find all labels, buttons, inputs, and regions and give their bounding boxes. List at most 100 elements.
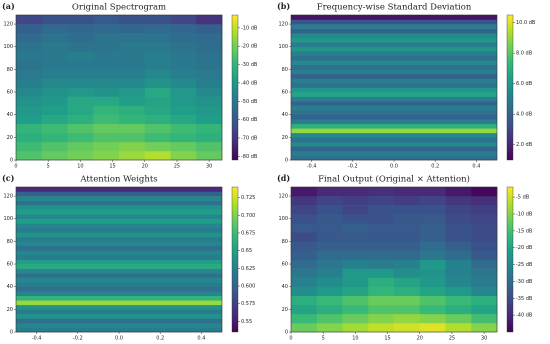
heat-band xyxy=(291,87,497,93)
heat-cell xyxy=(316,259,343,269)
heat-band xyxy=(291,92,497,97)
y-tick-label: 80 xyxy=(282,239,288,245)
heat-band xyxy=(16,245,222,251)
heat-cell xyxy=(196,60,223,70)
heat-cell xyxy=(368,241,395,251)
heat-cell xyxy=(471,214,498,224)
heat-band xyxy=(291,96,497,102)
heat-band xyxy=(16,268,222,274)
heat-cell xyxy=(368,304,395,315)
heat-band xyxy=(16,295,222,301)
heat-cell xyxy=(170,42,197,52)
heat-cell xyxy=(445,304,472,315)
heat-cell xyxy=(394,304,421,315)
x-tick-label: 10 xyxy=(352,336,358,342)
heat-cell xyxy=(16,114,43,125)
chart-title: Final Output (Original × Attention) xyxy=(318,174,470,185)
heat-cell xyxy=(419,205,446,215)
heat-cell xyxy=(196,123,223,134)
colorbar-tick-label: -10 dB xyxy=(241,25,258,31)
heat-cell xyxy=(93,60,120,70)
heat-cell xyxy=(342,295,369,306)
colorbar-tick-label: 8.0 dB xyxy=(516,51,533,57)
heat-cell xyxy=(93,141,120,152)
y-tick-label: 60 xyxy=(7,90,13,96)
heat-cell xyxy=(445,205,472,215)
heat-cell xyxy=(394,241,421,251)
heat-cell xyxy=(93,24,120,34)
heat-band xyxy=(16,236,222,242)
heat-cell xyxy=(41,141,68,152)
heat-cell xyxy=(119,78,146,88)
panel-label: (b) xyxy=(277,1,290,11)
heat-cell xyxy=(170,69,197,79)
colorbar-tick-label: -5 dB xyxy=(516,195,530,201)
colorbar-tick-label: -80 dB xyxy=(241,154,258,160)
x-tick-label: 0.2 xyxy=(431,164,439,170)
heat-band xyxy=(16,291,222,297)
heat-cell xyxy=(16,141,43,152)
heat-cell xyxy=(316,304,343,315)
chart-title: Frequency-wise Standard Deviation xyxy=(317,3,472,13)
heat-band xyxy=(291,114,497,120)
heat-cell xyxy=(291,304,318,315)
heat-band xyxy=(291,123,497,129)
heat-cell xyxy=(342,286,369,297)
colorbar-tick-label: 2.0 dB xyxy=(516,142,533,148)
heat-cell xyxy=(394,205,421,215)
heat-band xyxy=(16,214,222,220)
heat-cell xyxy=(196,141,223,152)
heat-cell xyxy=(316,268,343,278)
heat-cell xyxy=(368,187,395,197)
colorbar-tick-label: 0.65 xyxy=(241,248,252,254)
heat-cell xyxy=(316,286,343,297)
heat-cell xyxy=(394,286,421,297)
heat-cell xyxy=(419,223,446,233)
heat-cell xyxy=(368,277,395,287)
colorbar xyxy=(231,186,239,333)
heat-cell xyxy=(144,105,171,115)
heat-cell xyxy=(119,33,146,43)
x-tick-label: 0 xyxy=(289,336,292,342)
x-tick-label: 25 xyxy=(174,164,180,170)
y-tick-label: 60 xyxy=(282,90,288,96)
heat-cell xyxy=(419,286,446,297)
heat-cell xyxy=(41,60,68,70)
heat-cell xyxy=(16,150,43,161)
heat-cell xyxy=(291,205,318,215)
heat-cell xyxy=(342,277,369,287)
y-tick-label: 60 xyxy=(282,262,288,268)
heat-band xyxy=(291,69,497,75)
heat-band xyxy=(16,227,222,233)
heat-band xyxy=(16,250,222,256)
heat-cell xyxy=(316,250,343,260)
heat-cell xyxy=(471,259,498,269)
heat-cell xyxy=(394,268,421,278)
heat-cell xyxy=(119,105,146,115)
heat-cell xyxy=(170,33,197,43)
heat-cell xyxy=(368,223,395,233)
heat-cell xyxy=(144,132,171,143)
heat-cell xyxy=(67,87,94,97)
heat-cell xyxy=(41,87,68,97)
heat-cell xyxy=(16,87,43,97)
y-tick-label: 0 xyxy=(285,158,288,164)
heat-cell xyxy=(196,114,223,125)
colorbar-tick-label: -40 dB xyxy=(516,313,533,319)
heat-cell xyxy=(144,15,171,25)
heat-cell xyxy=(93,51,120,61)
heat-cell xyxy=(342,232,369,242)
heat-cell xyxy=(119,141,146,152)
heat-band xyxy=(291,64,497,70)
colorbar-tick-label: 0.675 xyxy=(241,230,255,236)
heat-cell xyxy=(16,24,43,34)
heat-cell xyxy=(144,150,171,161)
y-tick-label: 0 xyxy=(10,158,13,164)
heat-cell xyxy=(419,241,446,251)
heat-cell xyxy=(368,295,395,306)
heat-cell xyxy=(16,123,43,134)
heat-cell xyxy=(93,87,120,97)
heat-cell xyxy=(342,196,369,206)
heat-cell xyxy=(394,259,421,269)
heat-cell xyxy=(291,286,318,297)
